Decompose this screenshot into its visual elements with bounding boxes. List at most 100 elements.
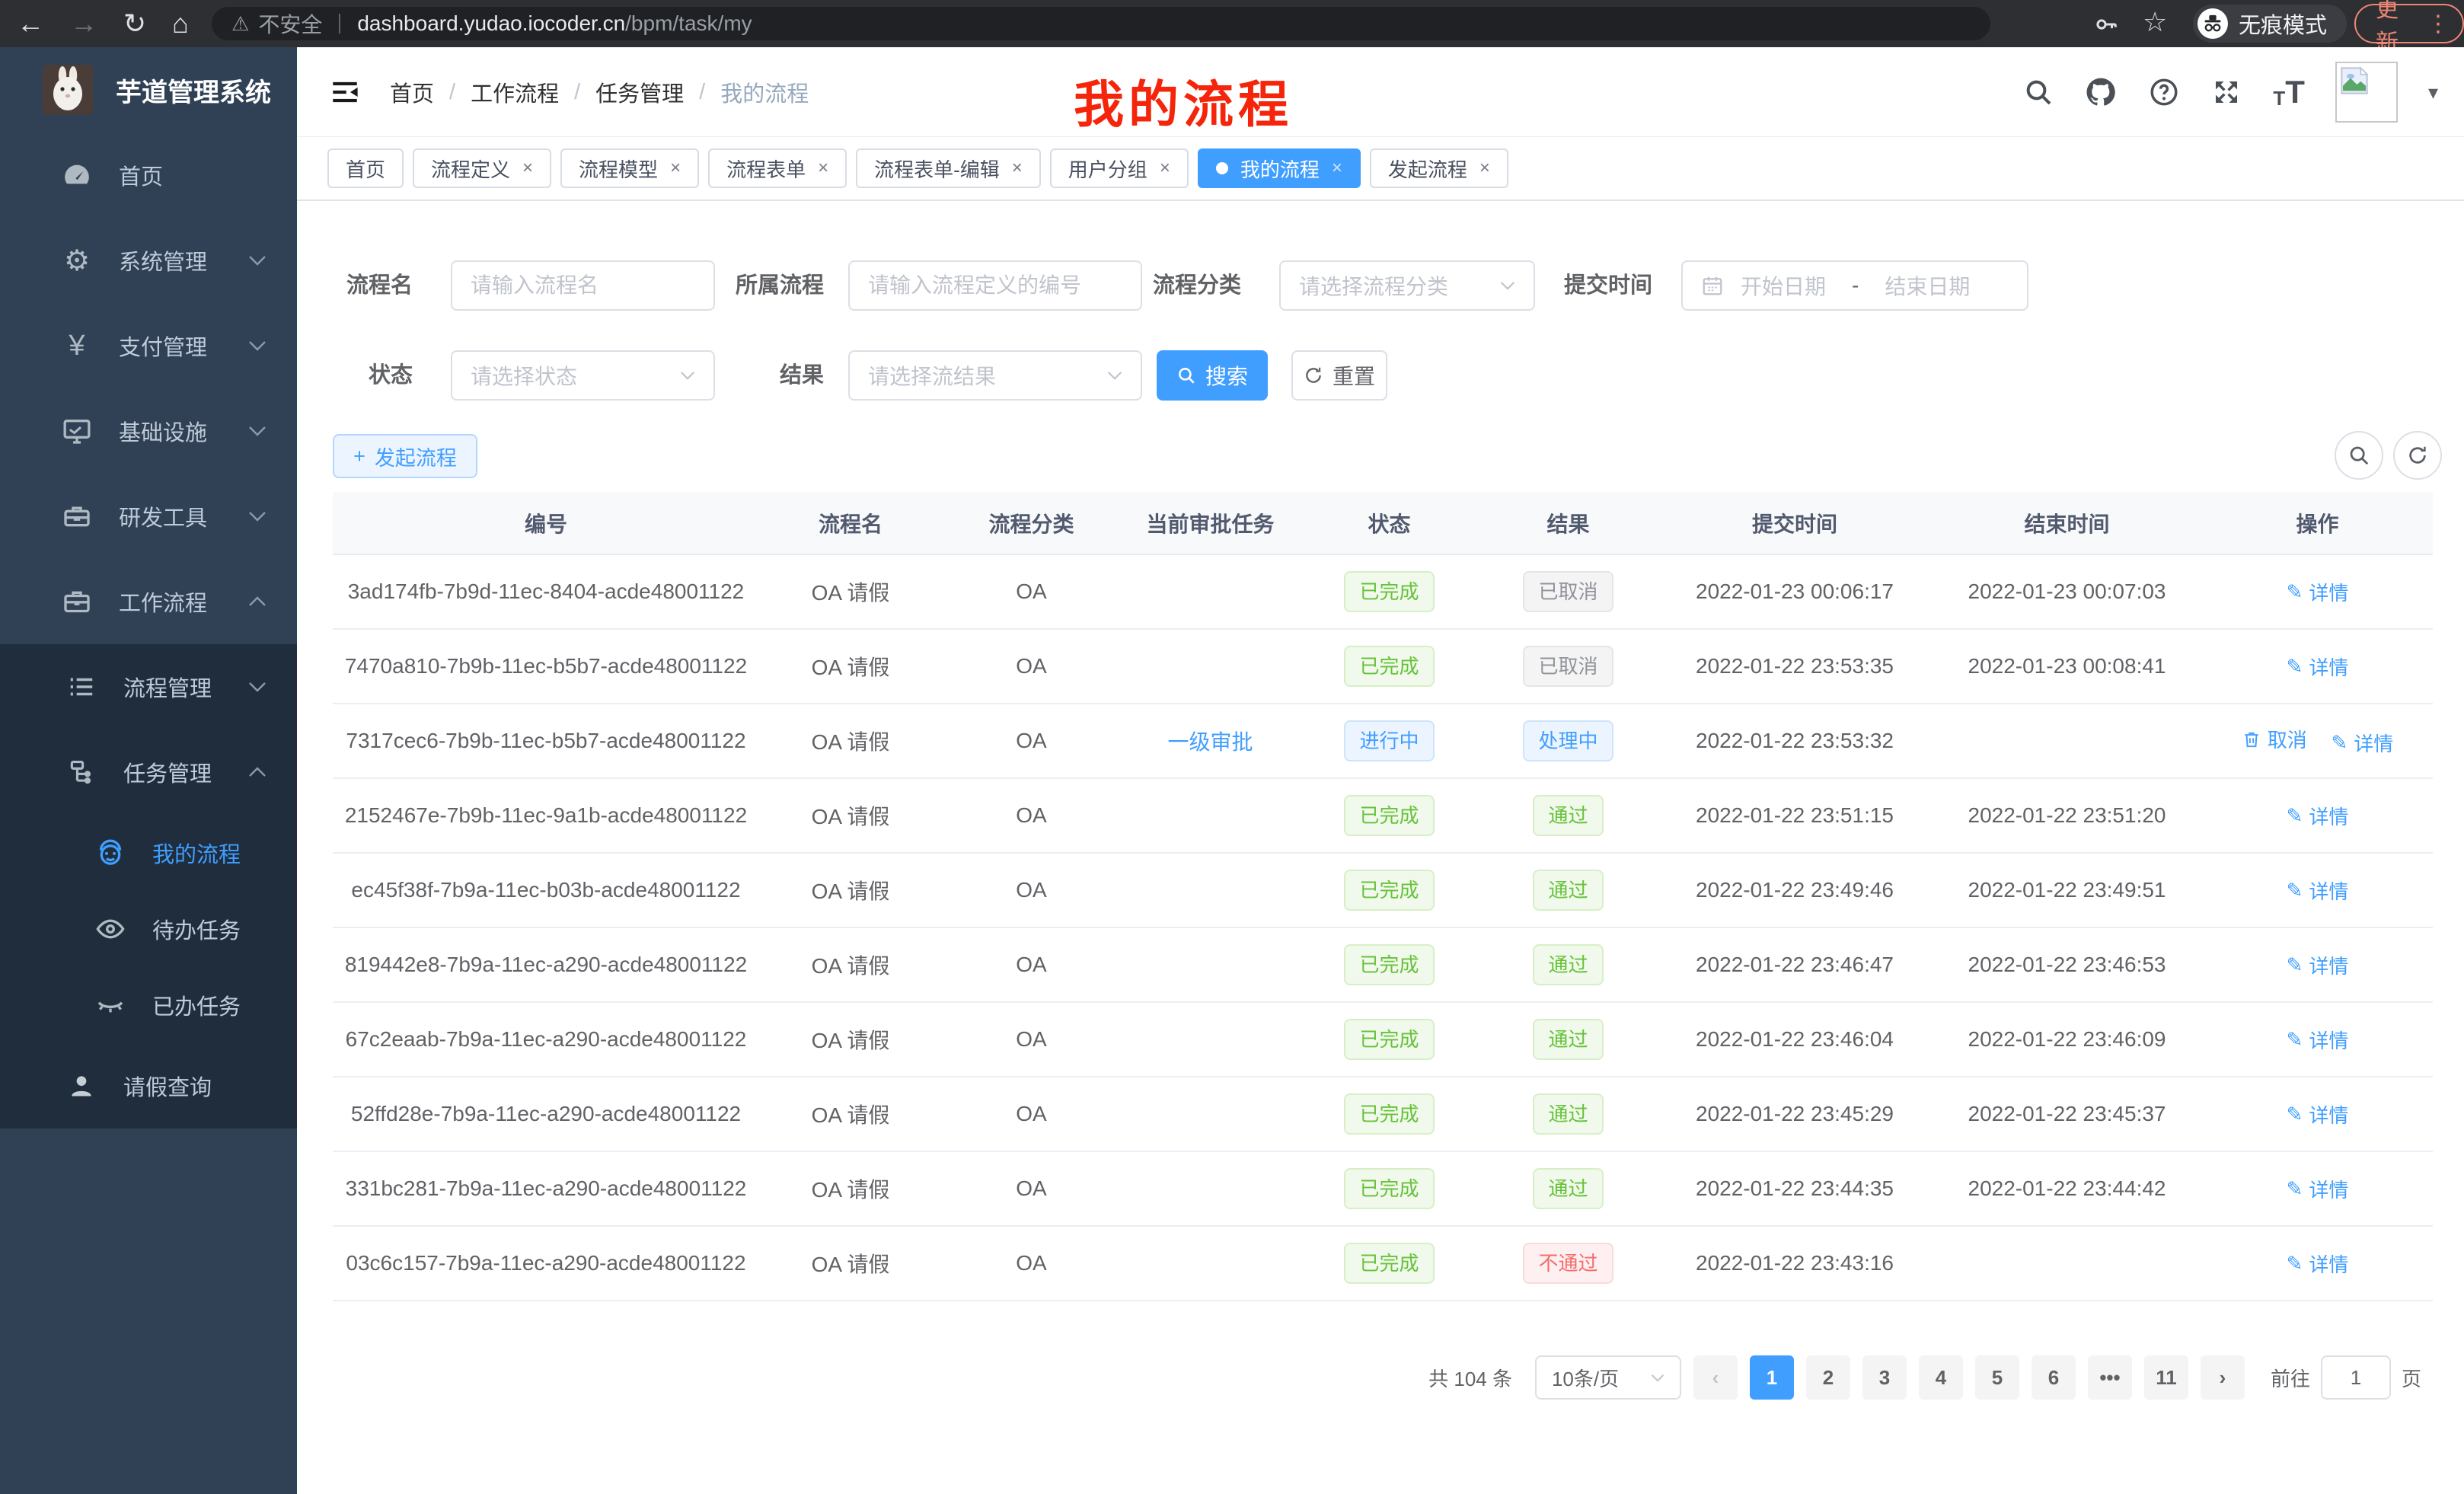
sidebar-item-todo[interactable]: 待办任务	[0, 891, 297, 967]
sidebar-item-done[interactable]: 已办任务	[0, 967, 297, 1043]
sidebar-item-label: 任务管理	[123, 762, 212, 787]
tab-home[interactable]: 首页	[327, 148, 404, 188]
tab-process-form[interactable]: 流程表单 ×	[708, 148, 847, 188]
next-page-button[interactable]: ›	[2200, 1355, 2245, 1400]
page-button-2[interactable]: 2	[1805, 1355, 1850, 1400]
sidebar-item-system[interactable]: ⚙ 系统管理	[0, 218, 297, 303]
page-button-11[interactable]: 11	[2143, 1355, 2188, 1400]
detail-link[interactable]: ✎ 详情	[2286, 803, 2349, 828]
sidebar-item-infra[interactable]: 基础设施	[0, 388, 297, 474]
avatar-caret-icon[interactable]: ▾	[2427, 80, 2438, 104]
page-size-select[interactable]: 10条/页	[1534, 1355, 1681, 1400]
table-search-toggle-button[interactable]	[2335, 431, 2383, 480]
date-range-input[interactable]: 开始日期 - 结束日期	[1681, 260, 2028, 311]
sidebar-item-workflow[interactable]: 工作流程	[0, 559, 297, 644]
close-icon[interactable]: ×	[1159, 158, 1170, 178]
tab-process-form-edit[interactable]: 流程表单-编辑 ×	[856, 148, 1041, 188]
cell-status: 已完成	[1300, 1002, 1479, 1077]
cell-id: ec45f38f-7b9a-11ec-b03b-acde48001122	[333, 853, 759, 928]
detail-link[interactable]: ✎ 详情	[2286, 1102, 2349, 1127]
pencil-icon: ✎	[2286, 579, 2303, 603]
detail-link[interactable]: ✎ 详情	[2286, 654, 2349, 679]
breadcrumb-home[interactable]: 首页	[390, 82, 435, 107]
url-bar[interactable]: ⚠ 不安全 dashboard.yudao.iocoder.cn /bpm/ta…	[212, 7, 1990, 40]
briefcase-icon	[59, 584, 94, 619]
menu-fold-icon[interactable]	[329, 76, 361, 108]
result-select[interactable]: 请选择流结果	[848, 350, 1142, 401]
avatar[interactable]	[2335, 62, 2398, 123]
browser-menu-icon[interactable]: ⋮	[2427, 11, 2450, 37]
status-badge: 已完成	[1344, 870, 1435, 911]
detail-link[interactable]: ✎ 详情	[2286, 878, 2349, 903]
close-icon[interactable]: ×	[1479, 158, 1490, 178]
close-icon[interactable]: ×	[670, 158, 681, 178]
cell-name: OA 请假	[759, 853, 942, 928]
sidebar-item-task-mgmt[interactable]: 任务管理	[0, 729, 297, 815]
detail-link[interactable]: ✎ 详情	[2286, 953, 2349, 978]
sidebar-item-process-mgmt[interactable]: 流程管理	[0, 644, 297, 729]
tab-my-process[interactable]: 我的流程 ×	[1197, 148, 1361, 188]
detail-link[interactable]: ✎ 详情	[2286, 1251, 2349, 1276]
detail-link[interactable]: ✎ 详情	[2331, 730, 2394, 755]
tab-process-definition[interactable]: 流程定义 ×	[413, 148, 552, 188]
process-name-input[interactable]	[451, 260, 715, 311]
cell-status: 进行中	[1300, 704, 1479, 779]
sidebar-item-my-process[interactable]: 我的流程	[0, 815, 297, 891]
not-secure-label: 不安全	[258, 13, 323, 37]
cancel-link[interactable]: 取消	[2242, 725, 2307, 753]
process-definition-input[interactable]	[848, 260, 1142, 311]
sidebar-item-pay[interactable]: ¥ 支付管理	[0, 303, 297, 388]
filter-owner-label: 所属流程	[735, 273, 824, 298]
cell-status: 已完成	[1300, 1226, 1479, 1301]
tab-start-process[interactable]: 发起流程 ×	[1369, 148, 1508, 188]
page-button-1[interactable]: 1	[1749, 1355, 1794, 1400]
close-icon[interactable]: ×	[1331, 158, 1342, 178]
reload-icon[interactable]: ↻	[123, 8, 147, 39]
fullscreen-icon[interactable]	[2210, 76, 2242, 108]
process-definition-field[interactable]	[868, 273, 1122, 298]
table-refresh-button[interactable]	[2393, 431, 2442, 480]
current-task-link[interactable]: 一级审批	[1167, 730, 1253, 754]
github-icon[interactable]	[2084, 75, 2118, 109]
sidebar-item-leave-query[interactable]: 请假查询	[0, 1043, 297, 1128]
help-icon[interactable]	[2148, 76, 2180, 108]
sidebar-item-dev[interactable]: 研发工具	[0, 474, 297, 559]
home-icon[interactable]: ⌂	[172, 8, 189, 39]
cell-name: OA 请假	[759, 1077, 942, 1152]
detail-link[interactable]: ✎ 详情	[2286, 1027, 2349, 1052]
sidebar-item-home[interactable]: 首页	[0, 132, 297, 218]
search-button[interactable]: 搜索	[1157, 350, 1268, 401]
detail-link[interactable]: ✎ 详情	[2286, 579, 2349, 605]
chevron-down-icon	[1107, 371, 1122, 380]
start-process-button[interactable]: + 发起流程	[333, 434, 477, 478]
table-header-row: 编号 流程名 流程分类 当前审批任务 状态 结果 提交时间 结束时间 操作	[333, 492, 2433, 555]
goto-page-input[interactable]	[2320, 1355, 2391, 1400]
tab-user-group[interactable]: 用户分组 ×	[1049, 148, 1189, 188]
page-button-4[interactable]: 4	[1918, 1355, 1963, 1400]
page-button-5[interactable]: 5	[1974, 1355, 2019, 1400]
back-icon[interactable]: ←	[17, 8, 44, 39]
tab-process-model[interactable]: 流程模型 ×	[560, 148, 700, 188]
col-id: 编号	[333, 492, 759, 555]
reset-button[interactable]: 重置	[1291, 350, 1387, 401]
password-key-icon[interactable]	[2092, 11, 2120, 38]
status-select[interactable]: 请选择状态	[451, 350, 715, 401]
result-badge: 通过	[1533, 795, 1604, 836]
close-icon[interactable]: ×	[1011, 158, 1023, 178]
update-button[interactable]: 更新 ⋮	[2354, 0, 2464, 56]
category-select[interactable]: 请选择流程分类	[1279, 260, 1535, 311]
bookmark-star-icon[interactable]: ☆	[2143, 6, 2168, 37]
prev-page-button[interactable]: ‹	[1693, 1355, 1738, 1400]
process-name-field[interactable]	[471, 273, 695, 298]
range-separator: -	[1852, 273, 1859, 297]
update-label: 更新	[2376, 0, 2399, 56]
detail-link[interactable]: ✎ 详情	[2286, 1176, 2349, 1202]
more-pages-button[interactable]: •••	[2087, 1355, 2132, 1400]
search-icon[interactable]	[2023, 77, 2054, 107]
close-icon[interactable]: ×	[522, 158, 534, 178]
forward-icon[interactable]: →	[70, 8, 97, 39]
page-button-3[interactable]: 3	[1862, 1355, 1907, 1400]
close-icon[interactable]: ×	[818, 158, 829, 178]
page-button-6[interactable]: 6	[2031, 1355, 2076, 1400]
